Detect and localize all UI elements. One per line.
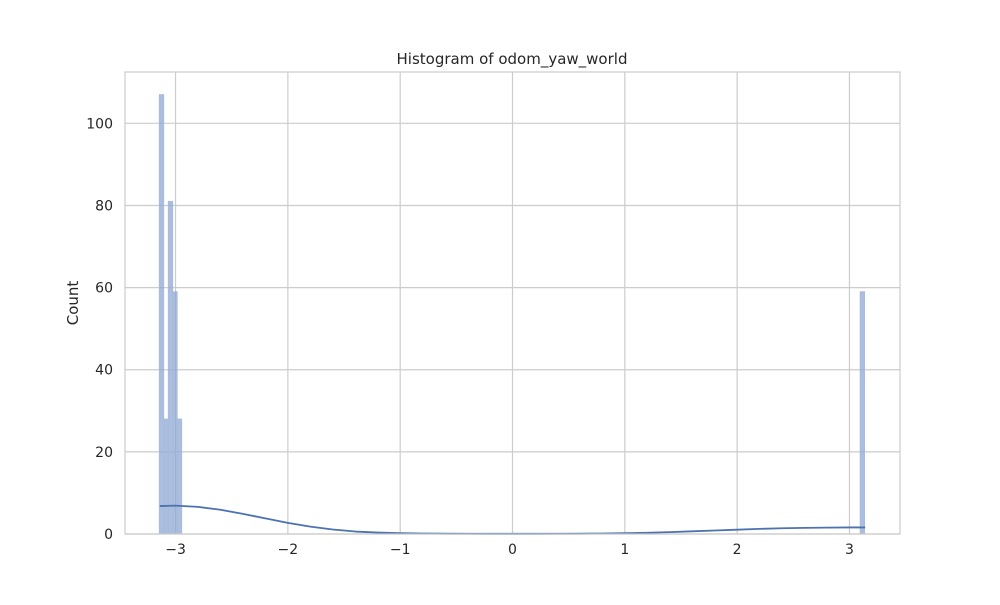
y-tick-label: 20 (95, 445, 113, 461)
histogram-bar (172, 291, 178, 535)
axes-frame (124, 71, 901, 535)
histogram-bar (859, 291, 866, 535)
histogram-bar (176, 418, 183, 535)
x-tick-label: −2 (278, 542, 299, 558)
y-tick-label: 60 (95, 281, 113, 297)
x-tick-label: −1 (390, 542, 411, 558)
x-tick-label: 2 (733, 542, 742, 558)
x-tick-label: 1 (620, 542, 629, 558)
histogram-bar (163, 418, 169, 535)
y-tick-label: 80 (95, 198, 113, 214)
x-tick-labels: −3 −2 −1 0 1 2 3 (165, 542, 854, 558)
histogram-bar (167, 200, 174, 535)
y-axis-label: Count (64, 281, 82, 326)
chart-title: Histogram of odom_yaw_world (397, 50, 628, 69)
y-tick-labels: 0 20 40 60 80 100 (86, 116, 113, 543)
y-tick-label: 0 (104, 527, 113, 543)
x-tick-label: 0 (508, 542, 517, 558)
x-tick-label: 3 (845, 542, 854, 558)
y-tick-label: 40 (95, 363, 113, 379)
histogram-bar (158, 94, 165, 535)
x-tick-label: −3 (165, 542, 186, 558)
y-tick-label: 100 (86, 116, 113, 132)
